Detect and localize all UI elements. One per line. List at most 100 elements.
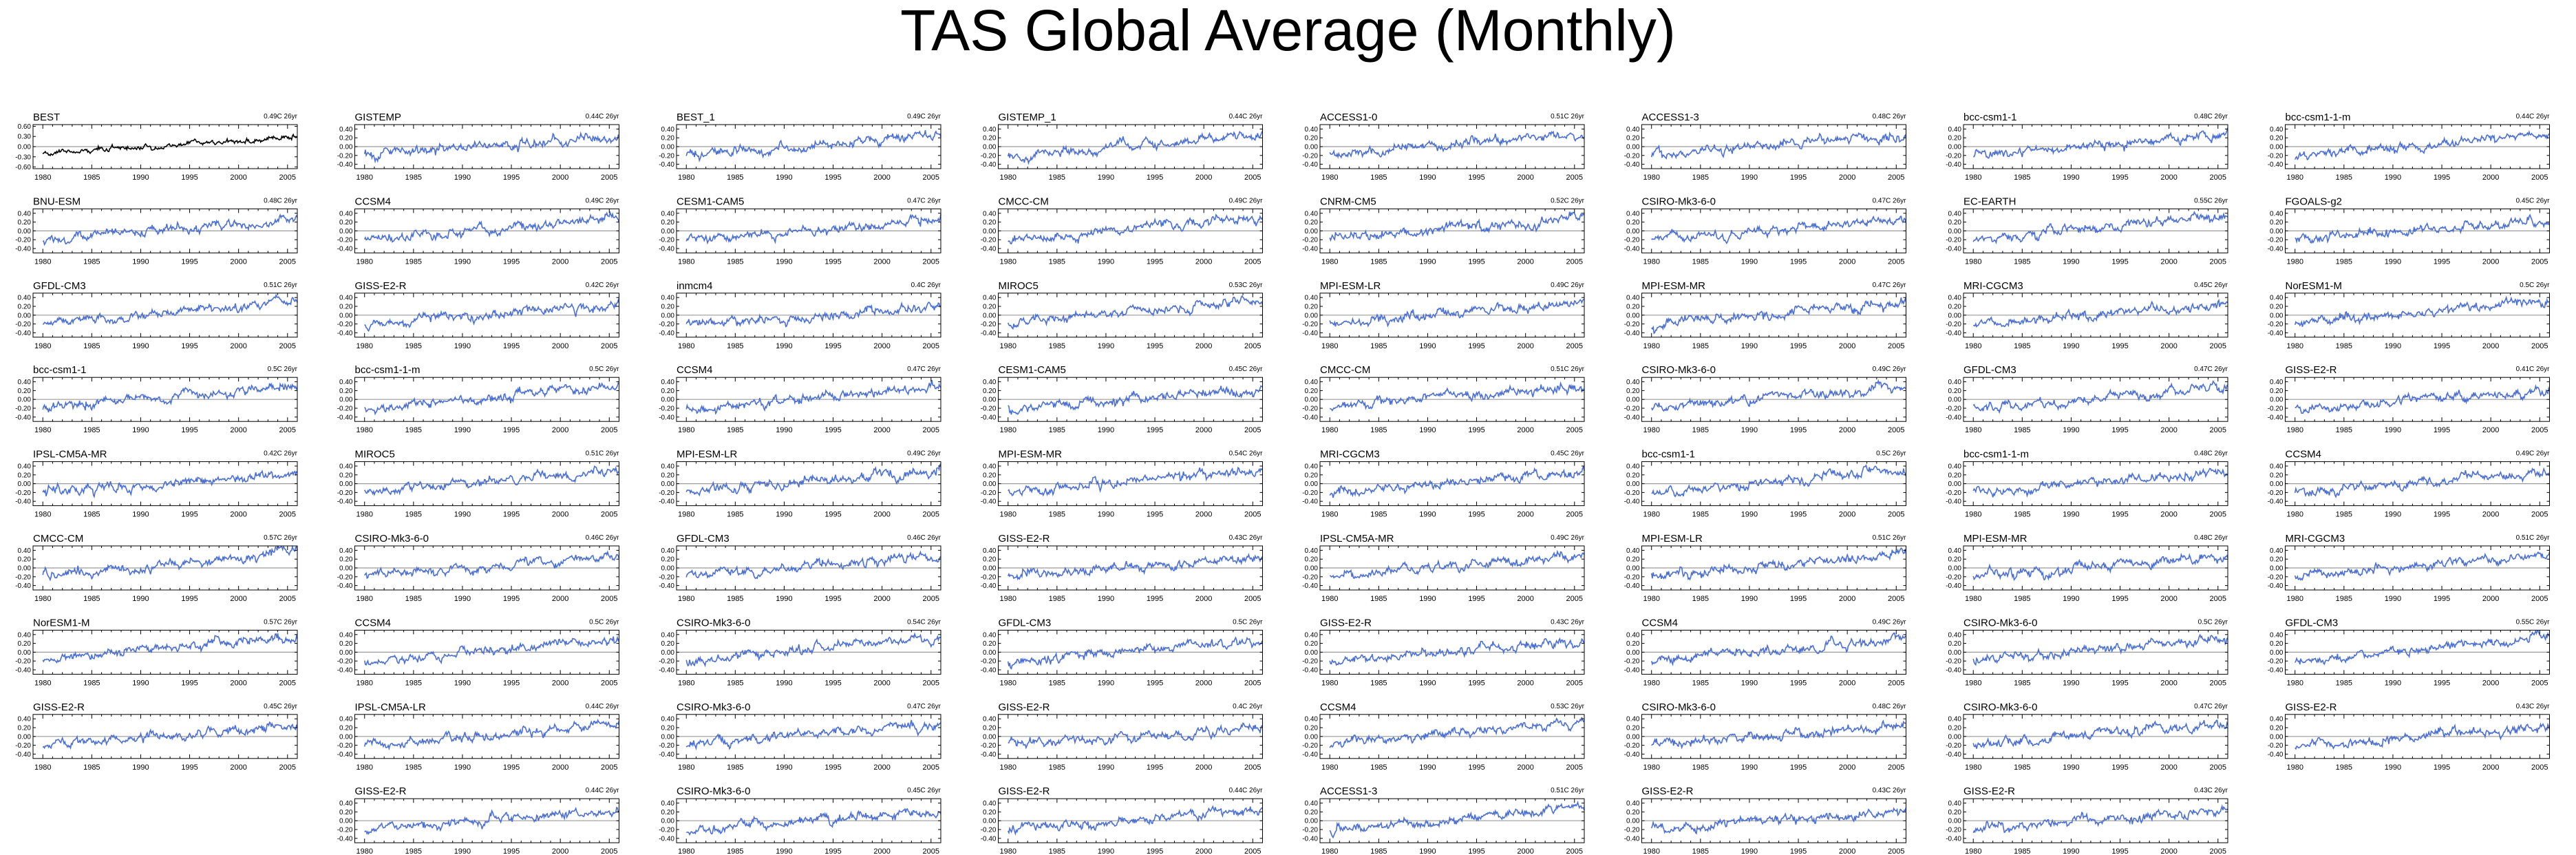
x-tick-label: 1980	[34, 173, 51, 182]
y-tick-label: 0.20	[661, 556, 675, 564]
x-tick-label: 1990	[1419, 511, 1436, 519]
panel-name: CSIRO-Mk3-6-0	[1642, 701, 1716, 713]
y-tick-label: 0.00	[1948, 228, 1962, 235]
x-tick-label: 1995	[824, 257, 841, 266]
series-line	[1008, 722, 1263, 750]
y-tick-label: 0.00	[18, 228, 32, 235]
series-line	[1007, 636, 1264, 670]
series-line	[1972, 633, 2228, 666]
x-tick-label: 2000	[230, 257, 246, 266]
x-tick-label: 2005	[923, 763, 939, 772]
y-tick-label: -0.20	[2268, 573, 2284, 581]
x-tick-label: 1995	[2111, 426, 2128, 434]
y-tick-label: 0.40	[1948, 631, 1962, 639]
y-tick-label: 0.00	[1948, 397, 1962, 404]
y-tick-label: 0.20	[1626, 304, 1640, 311]
panel-name: MPI-ESM-MR	[999, 449, 1063, 461]
x-tick-label: 1985	[2336, 342, 2352, 350]
panel-trend: 0.4C 26yr	[1233, 703, 1263, 710]
x-tick-label: 1980	[1643, 342, 1659, 350]
x-tick-label: 1985	[405, 257, 422, 266]
x-tick-label: 1995	[2434, 257, 2450, 266]
y-tick-label: 0.20	[1305, 472, 1319, 479]
y-tick-label: -0.20	[2268, 489, 2284, 497]
x-tick-label: 1990	[132, 257, 149, 266]
y-tick-label: -0.40	[337, 330, 353, 337]
y-tick-label: -0.20	[15, 321, 31, 328]
x-tick-label: 2000	[1195, 679, 1212, 687]
x-tick-label: 1985	[1370, 763, 1387, 772]
panel: MRI-CGCM3 0.45C 26yr 0.40 0.200.00 -0.20 -0.4…	[1946, 280, 2228, 350]
series-line	[43, 293, 298, 326]
y-tick-label: 0.20	[339, 219, 353, 226]
y-tick-label: 0.40	[2270, 379, 2284, 386]
x-tick-label: 1980	[1965, 511, 1981, 519]
x-tick-label: 1990	[2063, 342, 2079, 350]
y-tick-label: 0.20	[1948, 135, 1962, 142]
y-tick-label: 0.00	[1305, 228, 1319, 235]
x-tick-label: 1980	[1643, 173, 1659, 182]
x-tick-label: 1985	[1370, 595, 1387, 603]
series-line	[1329, 211, 1585, 242]
panel: MPI-ESM-MR 0.48C 26yr 0.400.200.00-0.20-0.…	[1946, 533, 2228, 603]
x-tick-label: 1995	[503, 595, 520, 603]
y-tick-label: 0.40	[339, 126, 353, 134]
y-tick-label: -0.20	[659, 237, 674, 244]
series-line	[1650, 632, 1906, 667]
x-tick-label: 1995	[181, 595, 198, 603]
x-tick-label: 1995	[181, 426, 198, 434]
y-tick-label: -0.20	[981, 321, 997, 328]
x-tick-label: 2005	[2531, 679, 2548, 687]
series-line	[1008, 467, 1264, 497]
x-tick-label: 1985	[1049, 679, 1065, 687]
x-tick-label: 2000	[230, 511, 246, 519]
panel-trend: 0.45C 26yr	[2516, 197, 2551, 204]
y-tick-label: 0.40	[2270, 547, 2284, 555]
panel-trend: 0.46C 26yr	[907, 534, 941, 542]
x-tick-label: 2000	[2160, 426, 2177, 434]
x-tick-label: 1995	[181, 763, 198, 772]
x-tick-label: 1980	[2286, 426, 2303, 434]
y-tick-label: 0.40	[661, 716, 675, 724]
y-tick-label: 0.00	[1626, 565, 1640, 573]
panel-name: MPI-ESM-LR	[1642, 533, 1703, 545]
panel-name: bcc-csm1-1	[33, 364, 87, 376]
panel: BEST_1 0.49C 26yr 0.400.20 0.00-0.20-0.40 19…	[659, 112, 941, 182]
panel-trend: 0.47C 26yr	[1873, 197, 1907, 204]
x-tick-label: 1995	[1790, 426, 1807, 434]
y-tick-label: 0.40	[18, 631, 32, 639]
x-tick-label: 2005	[923, 511, 939, 519]
x-tick-label: 1985	[2014, 342, 2030, 350]
x-tick-label: 2000	[1839, 426, 1855, 434]
x-tick-label: 2000	[2160, 342, 2177, 350]
x-tick-label: 2000	[1839, 342, 1855, 350]
y-tick-label: 0.20	[1948, 472, 1962, 479]
x-tick-label: 1995	[824, 426, 841, 434]
panel: CCSM4 0.47C 26yr 0.40 0.20 0.00-0.20-0.40 198…	[659, 364, 941, 434]
x-tick-label: 2005	[923, 426, 939, 434]
panel: CSIRO-Mk3-6-0 0.49C 26yr 0.40 0.20 0.00-0.20…	[1624, 364, 1906, 434]
y-tick-label: 0.00	[1948, 649, 1962, 657]
y-tick-label: -0.20	[337, 152, 353, 160]
y-tick-label: 0.40	[661, 295, 675, 302]
panel: bcc-csm1-1-m 0.44C 26yr 0.400.20 0.00-0.20-…	[2268, 112, 2550, 182]
x-tick-label: 2000	[552, 595, 568, 603]
x-tick-label: 1985	[1370, 342, 1387, 350]
y-tick-label: -0.40	[337, 161, 353, 169]
y-tick-label: 0.20	[1305, 725, 1319, 732]
y-tick-label: 0.20	[983, 304, 997, 311]
x-tick-label: 1985	[83, 679, 100, 687]
panel: CCSM4 0.5C 26yr 0.400.200.00-0.20-0.401980…	[337, 617, 620, 687]
x-tick-label: 1990	[1419, 595, 1436, 603]
y-tick-label: 0.20	[1626, 725, 1640, 732]
y-tick-label: 0.40	[1626, 379, 1640, 386]
x-tick-label: 2005	[601, 173, 617, 182]
panel-name: CMCC-CM	[33, 533, 83, 545]
panel-name: CSIRO-Mk3-6-0	[677, 617, 751, 629]
panel: GISS-E2-R 0.43C 26yr 0.400.200.00-0.20-0.4…	[1302, 617, 1584, 687]
y-tick-label: -0.40	[2268, 582, 2284, 590]
y-tick-label: 0.00	[2270, 565, 2284, 573]
panel-trend: 0.45C 26yr	[2194, 282, 2228, 289]
panel: GISS-E2-R 0.41C 26yr 0.40 0.20 0.00-0.20-0.4…	[2268, 364, 2551, 434]
y-tick-label: -0.20	[2268, 658, 2284, 666]
